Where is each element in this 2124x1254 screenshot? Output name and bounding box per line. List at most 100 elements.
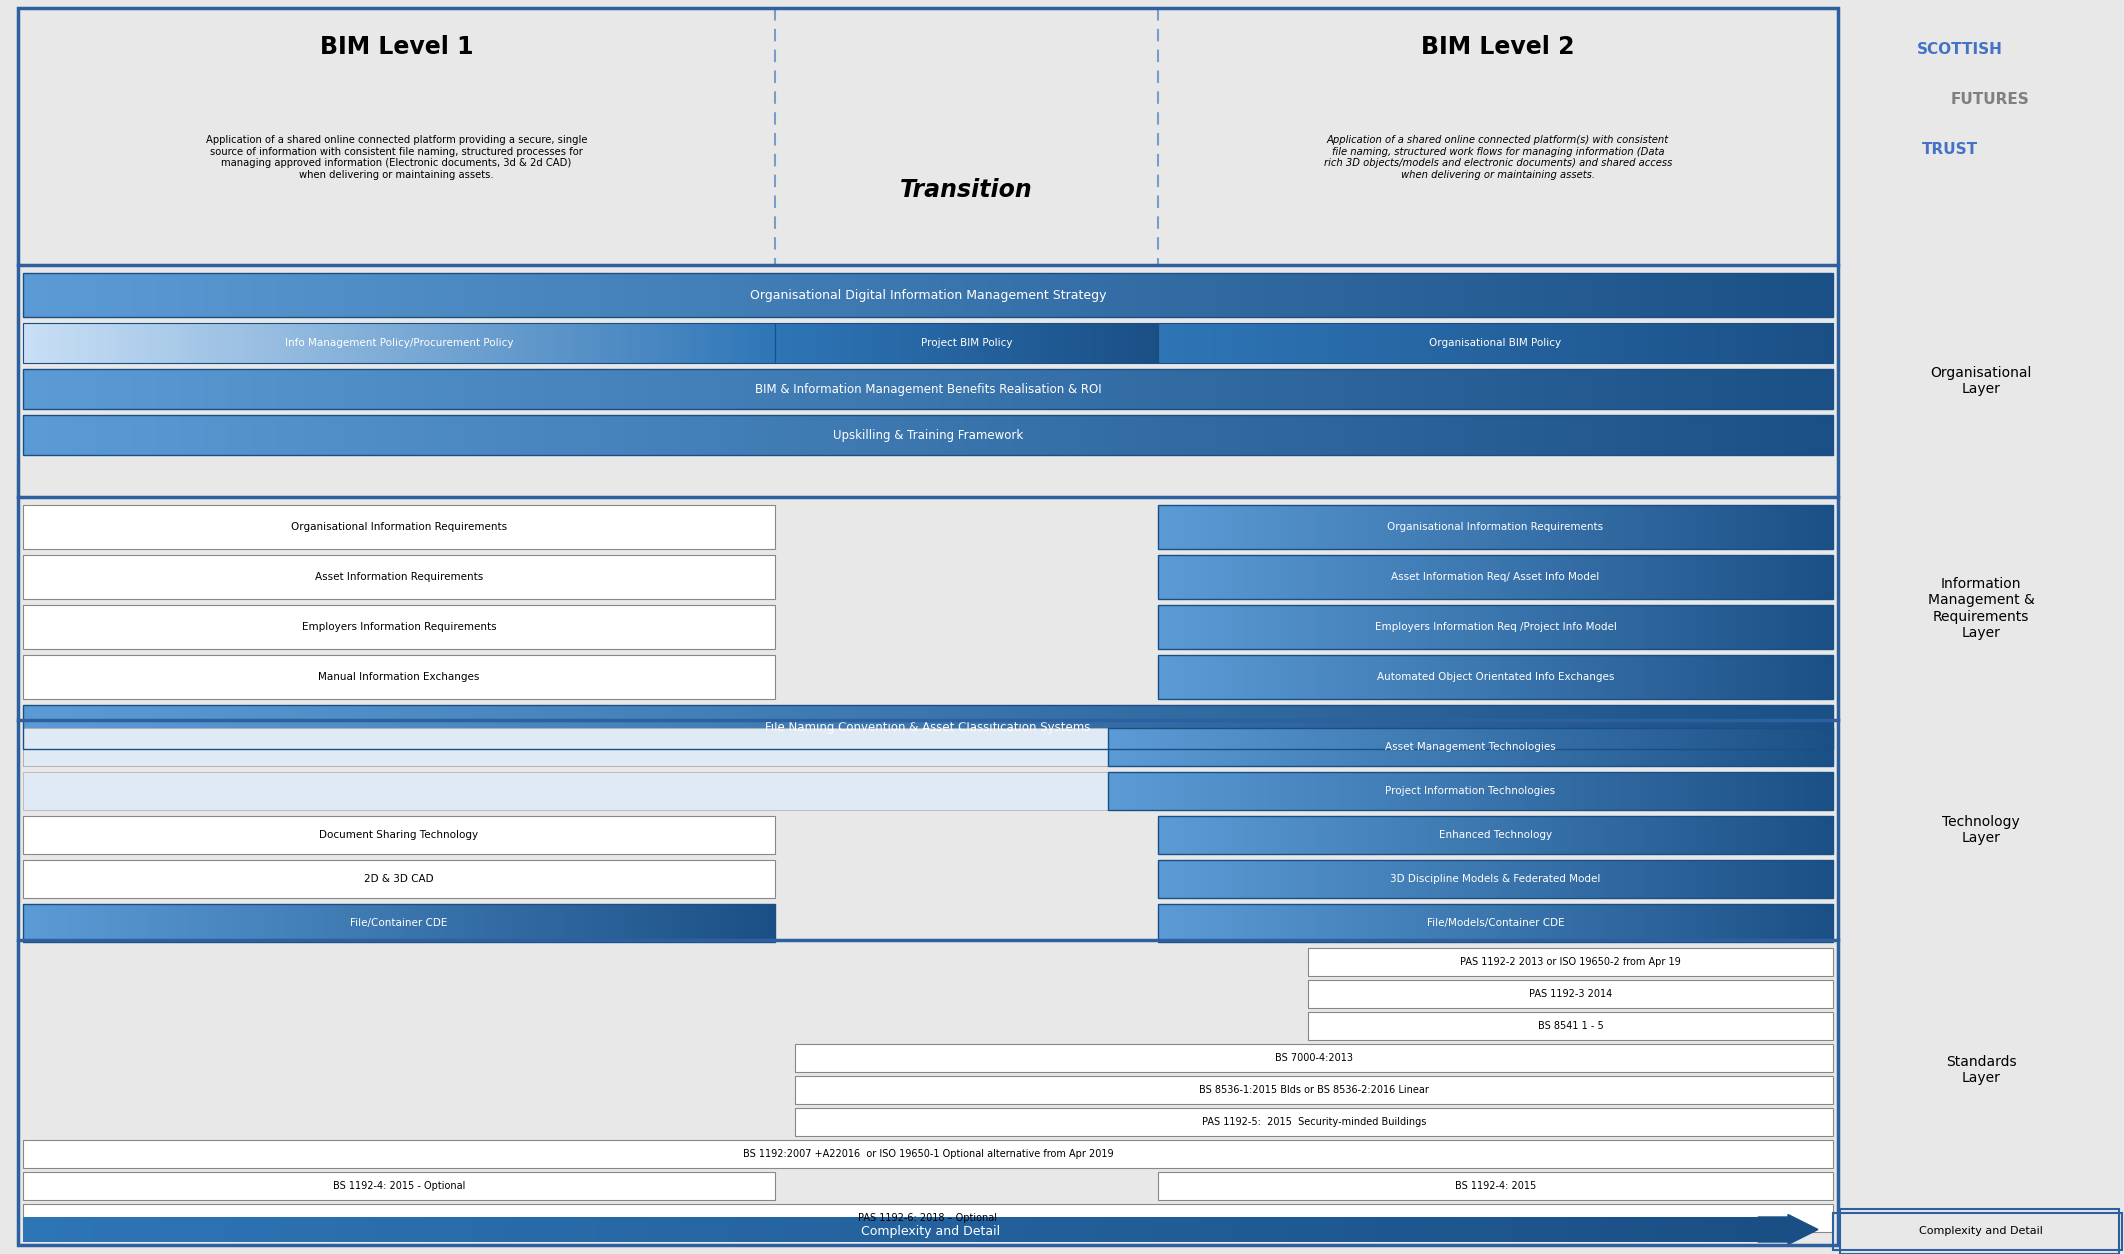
Bar (750, 904, 756, 942)
Bar (38, 904, 45, 942)
Bar (1712, 505, 1716, 549)
Bar (843, 705, 856, 749)
Bar (1519, 505, 1523, 549)
Bar (421, 705, 433, 749)
Bar (23, 556, 775, 599)
Bar (1652, 505, 1659, 549)
Bar (1663, 415, 1676, 455)
Bar (119, 705, 132, 749)
Bar (1432, 324, 1438, 362)
Bar (1805, 816, 1812, 854)
Bar (758, 369, 771, 409)
Bar (1378, 860, 1383, 898)
Bar (1463, 556, 1470, 599)
Bar (1816, 505, 1820, 549)
Bar (550, 324, 554, 362)
Bar (1716, 772, 1723, 810)
Bar (1262, 604, 1266, 650)
Bar (404, 904, 410, 942)
Bar (1608, 556, 1612, 599)
Bar (1621, 655, 1627, 698)
Bar (1359, 729, 1364, 766)
Bar (480, 324, 484, 362)
Bar (1376, 1216, 1393, 1241)
Bar (954, 324, 956, 362)
Bar (1820, 604, 1825, 650)
Bar (1757, 860, 1761, 898)
Bar (1740, 604, 1744, 650)
Bar (554, 415, 567, 455)
Bar (1374, 556, 1378, 599)
Bar (1342, 816, 1347, 854)
Bar (1508, 904, 1514, 942)
Bar (665, 1216, 682, 1241)
Bar (1514, 816, 1519, 854)
Bar (1366, 860, 1370, 898)
Bar (1500, 729, 1504, 766)
Bar (1075, 324, 1077, 362)
Bar (1788, 505, 1793, 549)
Bar (164, 904, 170, 942)
Bar (1793, 860, 1797, 898)
Bar (867, 324, 871, 362)
Bar (569, 324, 576, 362)
Bar (1279, 556, 1285, 599)
Bar (650, 904, 654, 942)
Bar (1674, 772, 1678, 810)
Bar (1784, 729, 1791, 766)
Bar (1198, 324, 1204, 362)
Bar (1733, 505, 1740, 549)
Bar (1338, 604, 1342, 650)
Bar (1423, 729, 1427, 766)
Bar (595, 324, 601, 362)
Bar (1438, 505, 1442, 549)
Bar (1508, 505, 1514, 549)
Bar (1765, 816, 1771, 854)
Bar (1825, 556, 1829, 599)
Bar (459, 324, 465, 362)
Bar (1266, 705, 1279, 749)
Bar (344, 324, 348, 362)
Bar (1725, 604, 1731, 650)
Bar (1829, 904, 1833, 942)
Bar (96, 273, 108, 317)
Bar (1793, 556, 1797, 599)
Bar (1580, 556, 1587, 599)
Bar (1189, 556, 1194, 599)
Bar (1253, 415, 1266, 455)
Bar (1652, 705, 1665, 749)
Bar (1073, 705, 1085, 749)
Bar (1580, 415, 1593, 455)
Bar (1351, 273, 1364, 317)
Bar (650, 369, 663, 409)
Bar (263, 273, 276, 317)
Text: TRUST: TRUST (1922, 143, 1977, 158)
Bar (1572, 816, 1576, 854)
Bar (928, 273, 941, 317)
Bar (1302, 415, 1315, 455)
Bar (1334, 860, 1338, 898)
Bar (1374, 705, 1387, 749)
Bar (1591, 556, 1595, 599)
Bar (1729, 604, 1735, 650)
Bar (1393, 1216, 1412, 1241)
Bar (988, 705, 1000, 749)
Bar (573, 324, 580, 362)
Bar (1534, 729, 1538, 766)
Bar (1289, 604, 1294, 650)
Bar (47, 369, 59, 409)
Bar (1816, 604, 1820, 650)
Bar (1274, 324, 1281, 362)
Bar (1559, 505, 1563, 549)
Bar (308, 324, 314, 362)
Bar (1446, 1216, 1463, 1241)
Bar (1576, 816, 1582, 854)
Bar (1230, 324, 1234, 362)
Bar (1644, 324, 1648, 362)
Bar (1725, 860, 1731, 898)
Bar (1483, 904, 1487, 942)
Bar (1555, 273, 1568, 317)
Bar (40, 1216, 57, 1241)
Bar (1415, 860, 1419, 898)
Bar (1319, 860, 1325, 898)
